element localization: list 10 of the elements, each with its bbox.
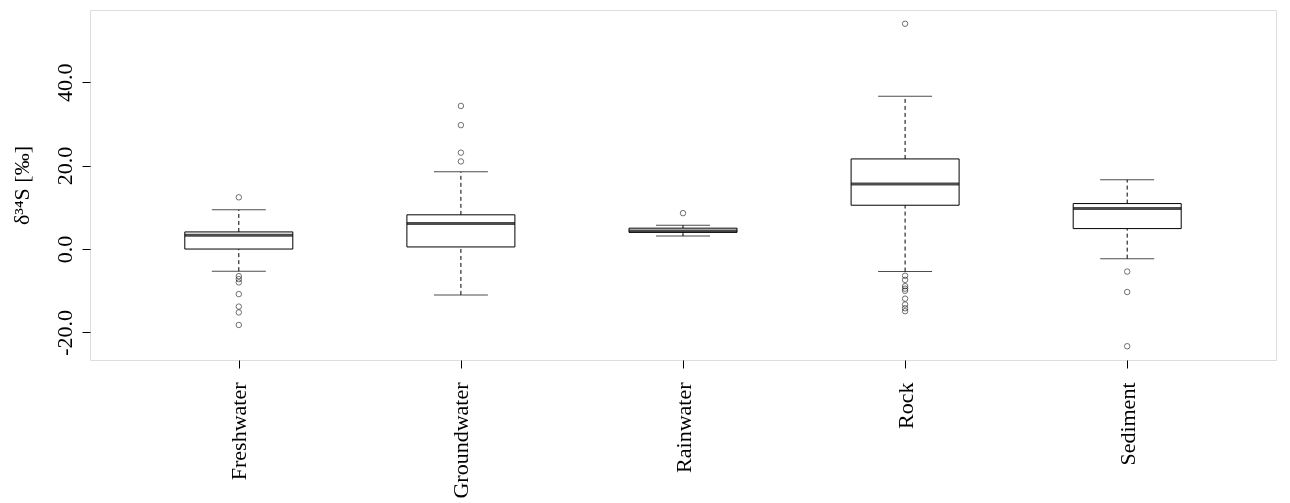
y-axis-title: δ³⁴S [‰]	[8, 145, 34, 226]
x-tick-label: Sediment	[1114, 382, 1140, 466]
x-tick-label: Rock	[892, 382, 918, 429]
x-tick-label: Rainwater	[670, 381, 696, 473]
x-tick-label: Freshwater	[226, 381, 252, 481]
y-tick-label: 0.0	[51, 235, 77, 264]
y-tick-label: -20.0	[51, 310, 77, 356]
y-tick-label: 20.0	[51, 146, 77, 186]
y-tick-label: 40.0	[51, 63, 77, 102]
x-tick-label: Groundwater	[448, 381, 474, 499]
